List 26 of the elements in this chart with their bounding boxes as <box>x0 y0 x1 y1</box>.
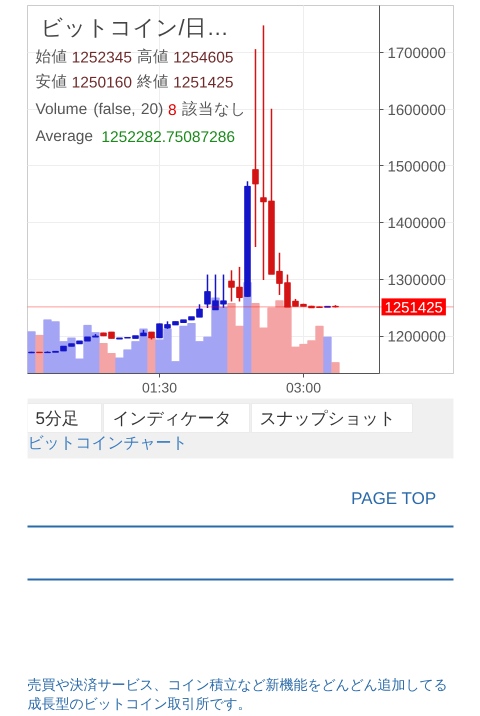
text: 売買や決済サービス、コイン積立など新機能をどんどん追加してる成長型のビットコイン取引所です。 <box>28 676 448 712</box>
bar <box>28 331 36 374</box>
text: PAGE TOP <box>351 489 436 508</box>
bar <box>331 362 340 374</box>
annotation: Volume (false, 20) 8 該当なし <box>36 100 246 120</box>
annotation: 始値 1252345 高値 1254605 <box>36 48 234 67</box>
bar <box>147 336 156 374</box>
y-tick-label: 1600000 <box>388 102 446 119</box>
ref-line-label: 1251425 <box>384 299 443 316</box>
x-tick-label: 03:00 <box>286 380 322 396</box>
y-tick-label: 1700000 <box>388 45 446 62</box>
y-tick-label: 1300000 <box>388 272 446 289</box>
x-tick-label: 01:30 <box>142 380 178 396</box>
text: ビットコインチャート <box>28 435 188 452</box>
bar <box>35 334 44 374</box>
annotation: 安値 1250160 終値 1251425 <box>36 72 234 92</box>
text: 5分足 <box>36 409 79 428</box>
annotation: Average 1252282.75087286 <box>36 128 235 146</box>
y-tick-label: 1200000 <box>388 328 446 346</box>
candlestick <box>252 48 259 248</box>
text: スナップショット <box>260 409 396 428</box>
bar <box>323 336 332 374</box>
text: インディケータ <box>112 409 232 428</box>
y-tick-label: 1500000 <box>388 158 446 176</box>
text: ビットコイン/日… <box>40 14 229 40</box>
y-tick-label: 1400000 <box>388 215 446 232</box>
